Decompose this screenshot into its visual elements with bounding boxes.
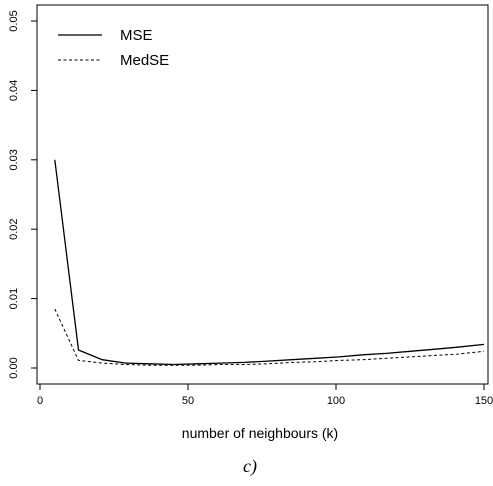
plot-frame (36, 4, 489, 385)
x-tick-label: 100 (327, 395, 345, 407)
y-axis: 0.00 0.01 0.02 0.03 0.04 0.05 (8, 10, 37, 379)
legend-label-mse: MSE (120, 27, 153, 44)
y-tick-label: 0.03 (8, 149, 20, 170)
y-tick-label: 0.02 (8, 218, 20, 239)
x-tick-label: 150 (475, 395, 493, 407)
legend-label-medse: MedSE (120, 52, 169, 69)
figure-caption: c) (243, 456, 257, 477)
y-tick-label: 0.01 (8, 288, 20, 309)
y-tick-label: 0.00 (8, 357, 20, 378)
x-axis-title: number of neighbours (k) (182, 425, 338, 441)
series-line-mse (54, 159, 485, 366)
x-tick-label: 0 (37, 395, 43, 407)
series-line-medse (54, 308, 485, 366)
legend: MSE MedSE (58, 27, 169, 69)
x-axis: 0 50 100 150 (37, 384, 493, 407)
y-tick-label: 0.05 (8, 10, 20, 31)
series-layer (54, 159, 485, 366)
x-tick-label: 50 (182, 395, 194, 407)
y-tick-label: 0.04 (8, 80, 20, 101)
